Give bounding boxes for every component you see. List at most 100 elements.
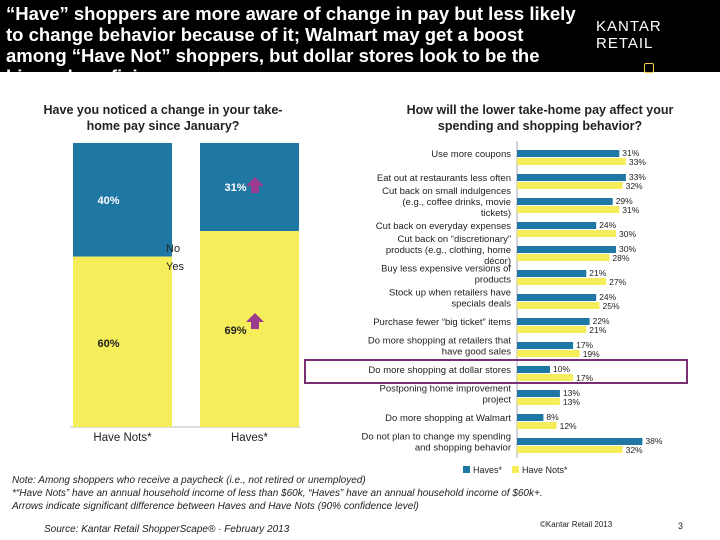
bar-haves-do-not-plan-to-change-my-spending-and-shopping-behavior bbox=[517, 438, 643, 445]
bar-no-have-nots bbox=[73, 143, 172, 257]
bar-have-nots-do-not-plan-to-change-my-spending-and-shopping-behavior bbox=[517, 446, 623, 453]
bar-yes-haves bbox=[200, 231, 299, 427]
bar-no-haves bbox=[200, 143, 299, 232]
significance-arrow-up-no-icon bbox=[246, 177, 264, 193]
bar-haves-buy-less-expensive-versions-of-products bbox=[517, 270, 587, 277]
legend-swatch-have-nots bbox=[512, 466, 519, 473]
category-label-do-more-shopping-at-dollar-stores: Do more shopping at dollar stores bbox=[368, 365, 511, 376]
x-tick-label-have-nots: Have Nots* bbox=[93, 432, 152, 444]
data-label-have-nots-stock-up-when-retailers-have-specials-deals: 25% bbox=[603, 301, 620, 311]
data-label-yes-have-nots: 60% bbox=[97, 338, 119, 350]
bar-have-nots-do-more-shopping-at-dollar-stores bbox=[517, 374, 574, 381]
bar-have-nots-do-more-shopping-at-retailers-that-have-good-sales bbox=[517, 350, 580, 357]
bar-haves-cut-back-on-discretionary-products-e-g-clothing-home-d-cor bbox=[517, 246, 616, 253]
data-label-haves-stock-up-when-retailers-have-specials-deals: 24% bbox=[599, 292, 616, 302]
category-label-postponing-home-improvement-project: Postponing home improvement project bbox=[380, 384, 512, 406]
bar-haves-eat-out-at-restaurants-less-often bbox=[517, 174, 626, 181]
x-tick-label-haves: Haves* bbox=[231, 432, 269, 444]
data-label-no-haves: 31% bbox=[224, 182, 246, 194]
data-label-no-have-nots: 40% bbox=[97, 195, 119, 207]
copyright: ©Kantar Retail 2013 bbox=[540, 520, 613, 529]
data-label-have-nots-use-more-coupons: 33% bbox=[629, 157, 646, 167]
bar-haves-do-more-shopping-at-retailers-that-have-good-sales bbox=[517, 342, 574, 349]
legend-label-yes: Yes bbox=[166, 261, 184, 273]
category-label-cut-back-on-small-indulgences-e-g-coffee-drinks-movie-tickets: Cut back on small indulgences (e.g., coff… bbox=[382, 186, 511, 219]
bar-haves-postponing-home-improvement-project bbox=[517, 390, 560, 397]
bar-have-nots-eat-out-at-restaurants-less-often bbox=[517, 182, 623, 189]
data-label-yes-haves: 69% bbox=[224, 325, 246, 337]
data-label-have-nots-postponing-home-improvement-project: 13% bbox=[563, 397, 580, 407]
category-label-buy-less-expensive-versions-of-products: Buy less expensive versions of products bbox=[381, 264, 511, 286]
data-label-haves-do-more-shopping-at-retailers-that-have-good-sales: 17% bbox=[576, 340, 593, 350]
data-label-haves-do-not-plan-to-change-my-spending-and-shopping-behavior: 38% bbox=[645, 436, 662, 446]
source-note: Source: Kantar Retail ShopperScape® · Fe… bbox=[44, 524, 290, 535]
kantar-retail-logo: KANTAR RETAIL bbox=[596, 18, 662, 52]
category-label-cut-back-on-everyday-expenses: Cut back on everyday expenses bbox=[376, 221, 511, 232]
bar-haves-stock-up-when-retailers-have-specials-deals bbox=[517, 294, 597, 301]
legend-label-no: No bbox=[166, 243, 180, 255]
bar-haves-cut-back-on-small-indulgences-e-g-coffee-drinks-movie-tickets bbox=[517, 198, 613, 205]
data-label-have-nots-cut-back-on-discretionary-products-e-g-clothing-home-d-cor: 28% bbox=[612, 253, 629, 263]
category-label-do-more-shopping-at-retailers-that-have-good-sales: Do more shopping at retailers that have g… bbox=[368, 336, 511, 358]
category-label-stock-up-when-retailers-have-specials-deals: Stock up when retailers have specials dea… bbox=[389, 288, 511, 310]
bar-have-nots-cut-back-on-discretionary-products-e-g-clothing-home-d-cor bbox=[517, 254, 610, 261]
bar-haves-do-more-shopping-at-walmart bbox=[517, 414, 544, 421]
data-label-have-nots-buy-less-expensive-versions-of-products: 27% bbox=[609, 277, 626, 287]
data-label-haves-eat-out-at-restaurants-less-often: 33% bbox=[629, 172, 646, 182]
bar-haves-cut-back-on-everyday-expenses bbox=[517, 222, 597, 229]
data-label-have-nots-purchase-fewer-big-ticket-items: 21% bbox=[589, 325, 606, 335]
shopper-insights-logo: SHOPPERINSIGHTS bbox=[644, 63, 720, 82]
bar-haves-do-more-shopping-at-dollar-stores bbox=[517, 366, 550, 373]
bar-have-nots-purchase-fewer-big-ticket-items bbox=[517, 326, 587, 333]
dollar-stores-highlight-box bbox=[304, 359, 688, 384]
data-label-have-nots-cut-back-on-small-indulgences-e-g-coffee-drinks-movie-tickets: 31% bbox=[622, 205, 639, 215]
data-label-haves-buy-less-expensive-versions-of-products: 21% bbox=[589, 268, 606, 278]
legend-swatch-no bbox=[156, 245, 163, 252]
data-label-have-nots-eat-out-at-restaurants-less-often: 32% bbox=[626, 181, 643, 191]
legend-swatch-haves bbox=[463, 466, 470, 473]
category-label-purchase-fewer-big-ticket-items: Purchase fewer “big ticket” items bbox=[373, 317, 511, 328]
page-number: 3 bbox=[678, 521, 684, 531]
data-label-haves-do-more-shopping-at-dollar-stores: 10% bbox=[553, 364, 570, 374]
note-line-3: Arrows indicate significant difference b… bbox=[12, 501, 419, 512]
bar-yes-have-nots bbox=[73, 256, 172, 427]
data-label-haves-purchase-fewer-big-ticket-items: 22% bbox=[593, 316, 610, 326]
slide-title: “Have” shoppers are more aware of change… bbox=[6, 3, 576, 87]
data-label-have-nots-do-more-shopping-at-retailers-that-have-good-sales: 19% bbox=[583, 349, 600, 359]
note-line-1: Note: Among shoppers who receive a paych… bbox=[12, 475, 366, 486]
left-chart-title: Have you noticed a change in your take-h… bbox=[43, 103, 283, 133]
significance-arrow-up-yes-icon bbox=[246, 313, 264, 329]
shopper-insights-label: SHOPPERINSIGHTS bbox=[644, 73, 720, 82]
category-label-do-more-shopping-at-walmart: Do more shopping at Walmart bbox=[385, 413, 511, 424]
data-label-haves-postponing-home-improvement-project: 13% bbox=[563, 388, 580, 398]
data-label-have-nots-do-more-shopping-at-dollar-stores: 17% bbox=[576, 373, 593, 383]
note-line-2: *“Have Nots” have an annual household in… bbox=[12, 488, 543, 499]
bar-have-nots-postponing-home-improvement-project bbox=[517, 398, 560, 405]
bar-have-nots-cut-back-on-small-indulgences-e-g-coffee-drinks-movie-tickets bbox=[517, 206, 620, 213]
legend-swatch-yes bbox=[156, 263, 163, 270]
category-label-use-more-coupons: Use more coupons bbox=[431, 149, 511, 160]
category-label-cut-back-on-discretionary-products-e-g-clothing-home-d-cor: Cut back on “discretionary” products (e.g… bbox=[386, 234, 511, 267]
data-label-haves-use-more-coupons: 31% bbox=[622, 148, 639, 158]
data-label-haves-cut-back-on-small-indulgences-e-g-coffee-drinks-movie-tickets: 29% bbox=[616, 196, 633, 206]
legend-label-haves: Haves* bbox=[473, 465, 503, 475]
right-chart-title: How will the lower take-home pay affect … bbox=[406, 103, 674, 133]
data-label-haves-cut-back-on-discretionary-products-e-g-clothing-home-d-cor: 30% bbox=[619, 244, 636, 254]
legend-label-have-nots: Have Nots* bbox=[522, 465, 568, 475]
data-label-have-nots-do-not-plan-to-change-my-spending-and-shopping-behavior: 32% bbox=[626, 445, 643, 455]
bar-have-nots-do-more-shopping-at-walmart bbox=[517, 422, 557, 429]
data-label-haves-do-more-shopping-at-walmart: 8% bbox=[546, 412, 559, 422]
bar-have-nots-stock-up-when-retailers-have-specials-deals bbox=[517, 302, 600, 309]
data-label-have-nots-cut-back-on-everyday-expenses: 30% bbox=[619, 229, 636, 239]
bar-have-nots-cut-back-on-everyday-expenses bbox=[517, 230, 616, 237]
category-label-eat-out-at-restaurants-less-often: Eat out at restaurants less often bbox=[377, 173, 511, 184]
bar-have-nots-use-more-coupons bbox=[517, 158, 626, 165]
header-bar: “Have” shoppers are more aware of change… bbox=[0, 0, 720, 87]
data-label-haves-cut-back-on-everyday-expenses: 24% bbox=[599, 220, 616, 230]
bar-haves-use-more-coupons bbox=[517, 150, 620, 157]
data-label-have-nots-do-more-shopping-at-walmart: 12% bbox=[560, 421, 577, 431]
bar-have-nots-buy-less-expensive-versions-of-products bbox=[517, 278, 607, 285]
bar-haves-purchase-fewer-big-ticket-items bbox=[517, 318, 590, 325]
